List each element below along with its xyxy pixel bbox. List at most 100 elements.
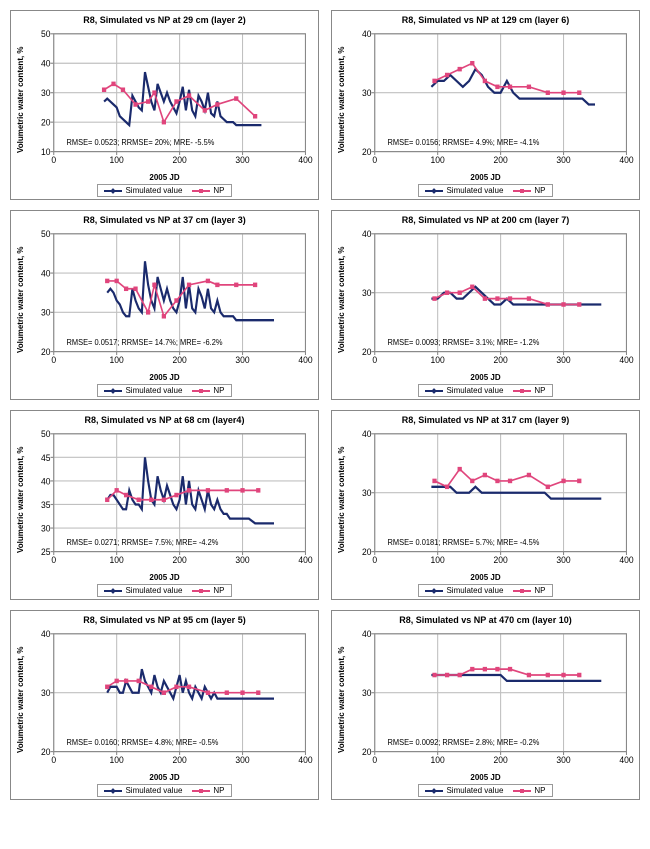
svg-text:45: 45	[41, 453, 51, 463]
stats-text: RMSE= 0.0092; RRMSE= 2.8%; MRE= -0.2%	[388, 738, 540, 747]
svg-text:200: 200	[172, 755, 186, 765]
svg-text:400: 400	[298, 555, 312, 565]
svg-text:40: 40	[362, 229, 372, 239]
svg-text:20: 20	[41, 117, 51, 127]
panel-title: R8, Simulated vs NP at 317 cm (layer 9)	[402, 415, 569, 425]
y-axis-label: Volumetric water content, %	[336, 27, 347, 172]
svg-text:35: 35	[41, 500, 51, 510]
plot-area: 2030400100200300400RMSE= 0.0181; RRMSE= …	[347, 427, 635, 572]
chart-panel: R8, Simulated vs NP at 95 cm (layer 5)Vo…	[10, 610, 319, 800]
legend-item-simulated: Simulated value	[425, 786, 503, 795]
svg-text:400: 400	[619, 155, 633, 165]
legend: Simulated value NP	[97, 584, 231, 597]
y-axis-label: Volumetric water content, %	[336, 227, 347, 372]
chart-panel: R8, Simulated vs NP at 200 cm (layer 7) V…	[331, 210, 640, 400]
svg-text:20: 20	[362, 147, 372, 157]
svg-text:0: 0	[51, 355, 56, 365]
x-axis-label: 2005 JD	[149, 573, 179, 582]
svg-text:40: 40	[41, 58, 51, 68]
plot-area: 2030400100200300400RMSE= 0.0160; RRMSE= …	[26, 627, 314, 772]
x-axis-label: 2005 JD	[149, 373, 179, 382]
svg-text:30: 30	[362, 488, 372, 498]
chart-panel: R8, Simulated vs NP at 317 cm (layer 9)V…	[331, 410, 640, 600]
legend: Simulated valueNP	[418, 784, 552, 797]
svg-text:300: 300	[235, 155, 249, 165]
svg-text:25: 25	[41, 547, 51, 557]
legend: Simulated valueNP	[418, 384, 552, 397]
chart-panel: R8, Simulated vs NP at 129 cm (layer 6) V…	[331, 10, 640, 200]
legend-item-np: NP	[192, 786, 224, 795]
legend: Simulated valueNP	[97, 384, 231, 397]
svg-text:400: 400	[298, 355, 312, 365]
simulated-series	[431, 287, 601, 305]
x-axis-label: 2005 JD	[149, 773, 179, 782]
svg-text:0: 0	[51, 755, 56, 765]
legend: Simulated value NP	[97, 784, 231, 797]
svg-text:400: 400	[298, 155, 312, 165]
svg-text:30: 30	[41, 523, 51, 533]
np-series	[435, 287, 580, 305]
svg-text:0: 0	[51, 555, 56, 565]
legend-item-np: NP	[192, 186, 224, 195]
np-series	[435, 469, 580, 487]
legend: Simulated valueNP	[418, 184, 552, 197]
plot-area: 10203040500100200300400RMSE= 0.0523; RRM…	[26, 27, 314, 172]
svg-text:100: 100	[431, 755, 445, 765]
x-axis-label: 2005 JD	[470, 373, 500, 382]
panel-title: R8, Simulated vs NP at 129 cm (layer 6)	[402, 15, 569, 25]
svg-text:200: 200	[172, 555, 186, 565]
panel-title: R8, Simulated vs NP at 37 cm (layer 3)	[83, 215, 245, 225]
svg-text:20: 20	[362, 547, 372, 557]
legend-item-simulated: Simulated value	[104, 186, 182, 195]
svg-text:300: 300	[235, 355, 249, 365]
svg-text:50: 50	[41, 29, 51, 39]
plot-area: 2030400100200300400RMSE= 0.0092; RRMSE= …	[347, 627, 635, 772]
svg-text:30: 30	[41, 688, 51, 698]
panel-title: R8, Simulated vs NP at 200 cm (layer 7)	[402, 215, 569, 225]
svg-text:400: 400	[298, 755, 312, 765]
legend-item-np: NP	[192, 386, 224, 395]
svg-text:0: 0	[372, 755, 377, 765]
svg-text:100: 100	[431, 555, 445, 565]
svg-text:0: 0	[51, 155, 56, 165]
panel-title: R8, Simulated vs NP at 29 cm (layer 2)	[83, 15, 245, 25]
svg-text:40: 40	[41, 268, 51, 278]
svg-text:0: 0	[372, 355, 377, 365]
svg-text:20: 20	[41, 347, 51, 357]
svg-text:20: 20	[362, 747, 372, 757]
svg-text:400: 400	[619, 555, 633, 565]
plot-area: 2030400100200300400RMSE= 0.0156; RRMSE= …	[347, 27, 635, 172]
legend-item-simulated: Simulated value	[104, 786, 182, 795]
svg-text:50: 50	[41, 429, 51, 439]
svg-text:200: 200	[493, 355, 507, 365]
x-axis-label: 2005 JD	[470, 773, 500, 782]
svg-text:30: 30	[362, 88, 372, 98]
svg-text:100: 100	[431, 155, 445, 165]
stats-text: RMSE= 0.0523; RRMSE= 20%; MRE- -5.5%	[67, 138, 215, 147]
svg-text:0: 0	[372, 155, 377, 165]
y-axis-label: Volumetric water content, %	[15, 427, 26, 572]
legend-item-np: NP	[192, 586, 224, 595]
svg-text:200: 200	[172, 355, 186, 365]
svg-text:30: 30	[41, 308, 51, 318]
svg-text:300: 300	[556, 755, 570, 765]
stats-text: RMSE= 0.0093; RRMSE= 3.1%; MRE= -1.2%	[388, 338, 540, 347]
chart-panel: R8, Simulated vs NP at 29 cm (layer 2)Vo…	[10, 10, 319, 200]
legend-item-simulated: Simulated value	[104, 586, 182, 595]
svg-text:200: 200	[493, 755, 507, 765]
legend: Simulated value NP	[97, 184, 231, 197]
y-axis-label: Volumetric water content, %	[15, 227, 26, 372]
simulated-series	[107, 261, 274, 320]
legend-item-np: NP	[513, 386, 545, 395]
plot-area: 2530354045500100200300400RMSE= 0.0271; R…	[26, 427, 314, 572]
plot-area: 203040500100200300400RMSE= 0.0517; RRMSE…	[26, 227, 314, 372]
svg-text:300: 300	[556, 155, 570, 165]
x-axis-label: 2005 JD	[470, 173, 500, 182]
x-axis-label: 2005 JD	[149, 173, 179, 182]
stats-text: RMSE= 0.0517; RRMSE= 14.7%; MRE= -6.2%	[67, 338, 223, 347]
svg-text:100: 100	[110, 555, 124, 565]
svg-text:20: 20	[362, 347, 372, 357]
svg-text:200: 200	[493, 155, 507, 165]
svg-text:30: 30	[362, 288, 372, 298]
panel-title: R8, Simulated vs NP at 95 cm (layer 5)	[83, 615, 245, 625]
